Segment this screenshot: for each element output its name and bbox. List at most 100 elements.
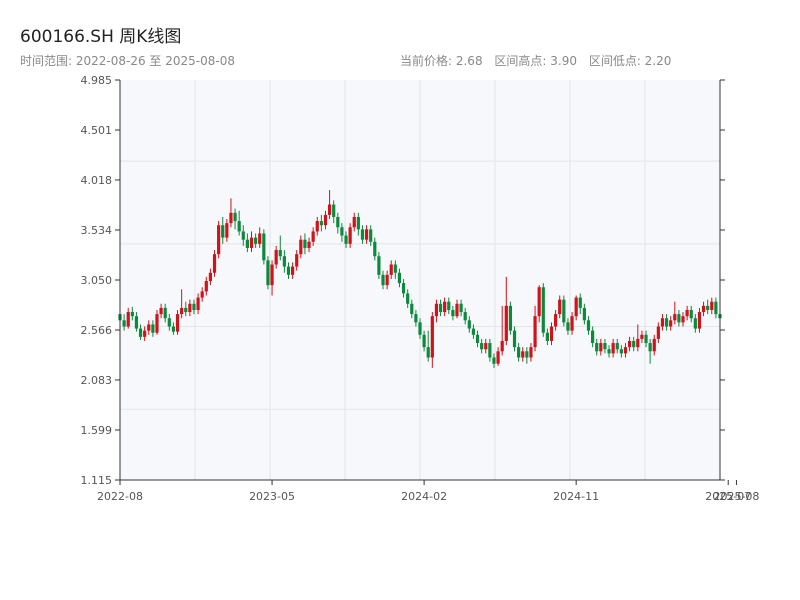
- candle-body: [701, 305, 706, 313]
- candle-body: [512, 330, 517, 348]
- candle-body: [627, 340, 632, 348]
- candle-body: [159, 307, 163, 315]
- candle-body: [336, 216, 340, 228]
- candle: [500, 305, 504, 356]
- y-tick-label: 2.083: [81, 374, 113, 387]
- candle: [669, 316, 673, 331]
- candle: [673, 301, 677, 325]
- candle: [582, 303, 586, 325]
- candle-body: [644, 334, 648, 344]
- candle-body: [652, 338, 656, 352]
- candle: [512, 326, 517, 352]
- candle: [229, 198, 233, 228]
- candle: [664, 314, 669, 331]
- time-range-label: 时间范围: 2022-08-26 至 2025-08-08: [20, 54, 235, 68]
- candle-body: [438, 303, 443, 313]
- candle-body: [143, 330, 147, 337]
- candle: [533, 305, 537, 352]
- candle-body: [389, 264, 393, 275]
- candle: [566, 318, 570, 335]
- current-price-label: 当前价格: 2.68: [400, 54, 483, 68]
- candle-body: [558, 299, 562, 315]
- candle: [615, 338, 619, 354]
- candle: [291, 262, 295, 279]
- candle-body: [344, 235, 348, 244]
- candle-body: [401, 283, 406, 294]
- candle: [385, 270, 389, 290]
- chart-title: 600166.SH 周K线图: [20, 27, 182, 47]
- candle-body: [508, 305, 513, 331]
- candle-body: [586, 320, 591, 331]
- x-axis-labels: 2022-08 2023-05 2024-02 2024-11 2025-072025-…: [97, 490, 759, 503]
- candle: [480, 338, 484, 354]
- candle: [319, 214, 323, 232]
- candle: [455, 299, 459, 319]
- candle: [258, 227, 262, 248]
- candle: [369, 225, 373, 246]
- candle: [471, 324, 476, 339]
- candle: [459, 299, 463, 317]
- x-tick-label: 2024-02: [401, 490, 447, 503]
- candle: [307, 237, 311, 253]
- candle-body: [434, 303, 439, 317]
- candle-body: [623, 347, 628, 354]
- candle-body: [656, 326, 660, 339]
- candle-body: [619, 349, 623, 354]
- y-tick-label: 4.018: [81, 174, 113, 187]
- candle: [591, 326, 595, 348]
- candle-body: [410, 303, 414, 315]
- candle-body: [669, 320, 673, 327]
- candle-body: [266, 260, 270, 286]
- candle-body: [373, 241, 377, 257]
- candle: [188, 299, 192, 317]
- candle-body: [525, 351, 529, 358]
- candle-body: [397, 272, 402, 284]
- candle-body: [664, 318, 669, 327]
- candle: [389, 260, 393, 279]
- candle: [138, 324, 143, 340]
- candle: [549, 322, 554, 346]
- candle-body: [710, 301, 714, 310]
- candle: [410, 299, 414, 319]
- candle-body: [615, 343, 619, 350]
- candle: [130, 306, 134, 321]
- candle-body: [241, 231, 245, 240]
- candle: [406, 289, 410, 308]
- candle: [208, 268, 213, 286]
- candle-body: [385, 274, 389, 286]
- candle-body: [282, 256, 286, 267]
- candle-body: [554, 314, 558, 327]
- candle: [381, 270, 385, 290]
- candle: [249, 231, 254, 253]
- candle-body: [443, 301, 447, 313]
- candle-body: [217, 225, 221, 255]
- candle-body: [155, 314, 159, 333]
- candle-body: [319, 221, 323, 226]
- candle-body: [541, 287, 545, 333]
- candle: [311, 227, 315, 246]
- candle-body: [369, 229, 373, 242]
- candle: [677, 309, 681, 327]
- candle: [434, 299, 439, 323]
- candle: [443, 297, 447, 317]
- candle: [607, 345, 611, 358]
- candle-body: [488, 343, 492, 358]
- y-axis-labels: 4.985 4.501 4.018 3.534 3.050 2.566 2.083 1.599…: [81, 74, 113, 487]
- candle: [393, 260, 397, 279]
- candle-body: [660, 318, 665, 327]
- candle-body: [500, 340, 504, 352]
- candle: [640, 330, 644, 344]
- candle-body: [188, 303, 192, 313]
- candle-body: [640, 334, 644, 339]
- candle-body: [327, 204, 332, 215]
- candle: [525, 347, 529, 364]
- candle: [200, 287, 204, 302]
- candle-body: [237, 221, 241, 232]
- candle-body: [611, 343, 615, 354]
- candle-body: [270, 264, 274, 286]
- candle-body: [323, 214, 328, 226]
- candle-body: [122, 320, 126, 327]
- candle: [356, 212, 360, 236]
- candle-body: [225, 223, 229, 238]
